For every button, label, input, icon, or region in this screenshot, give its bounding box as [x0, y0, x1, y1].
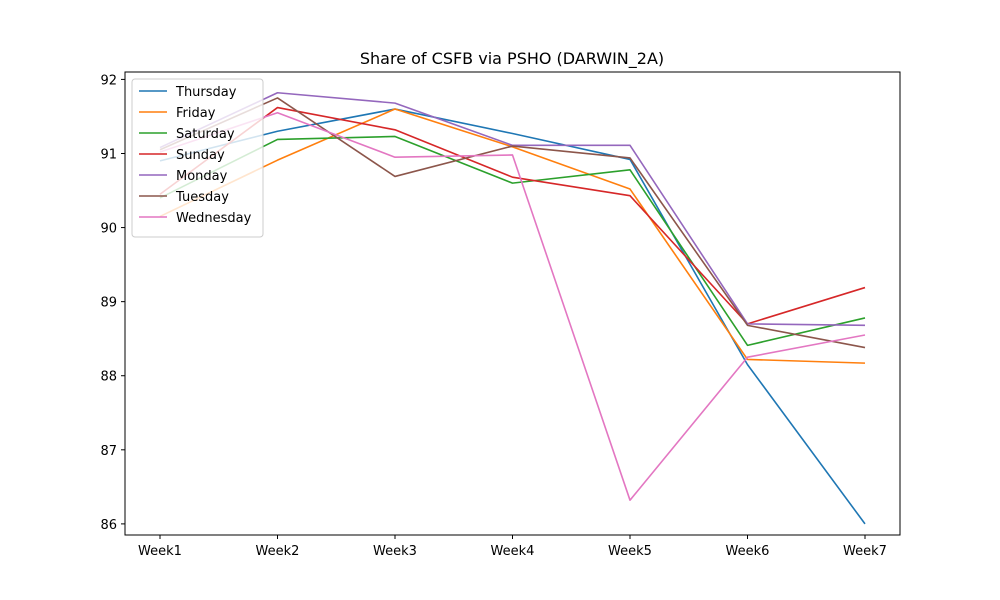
x-tick-label: Week5 — [608, 544, 652, 559]
y-tick-label: 87 — [100, 444, 117, 459]
y-axis: 86 87 88 89 90 91 92 — [100, 73, 125, 533]
x-tick-label: Week4 — [491, 544, 535, 559]
y-tick-label: 92 — [100, 73, 117, 88]
legend-box — [131, 78, 264, 238]
series-line-thursday — [159, 108, 866, 525]
legend-label-friday: Friday — [176, 106, 216, 121]
legend-label-monday: Monday — [176, 169, 228, 184]
x-tick-label: Week2 — [256, 544, 300, 559]
legend-label-sunday: Sunday — [176, 148, 225, 163]
series-line-tuesday — [159, 97, 866, 349]
series-line-saturday — [159, 135, 866, 347]
x-axis: Week1 Week2 Week3 Week4 Week5 Week6 Week7 — [138, 535, 887, 559]
chart-title: Share of CSFB via PSHO (DARWIN_2A) — [360, 49, 664, 69]
legend-label-thursday: Thursday — [175, 85, 237, 100]
legend-label-saturday: Saturday — [176, 127, 235, 142]
legend-label-tuesday: Tuesday — [175, 190, 229, 205]
series-line-wednesday — [159, 111, 866, 501]
x-tick-label: Week1 — [138, 544, 182, 559]
x-tick-label: Week7 — [843, 544, 887, 559]
legend: Thursday Friday Saturday Sunday Monday Tuesda… — [131, 78, 264, 238]
y-tick-label: 88 — [100, 370, 117, 385]
y-tick-label: 86 — [100, 518, 117, 533]
series-layer — [159, 91, 866, 525]
x-tick-label: Week3 — [373, 544, 417, 559]
legend-label-wednesday: Wednesday — [176, 211, 252, 226]
y-tick-label: 89 — [100, 296, 117, 311]
y-tick-label: 91 — [100, 147, 117, 162]
y-tick-label: 90 — [100, 222, 117, 237]
x-tick-label: Week6 — [726, 544, 770, 559]
